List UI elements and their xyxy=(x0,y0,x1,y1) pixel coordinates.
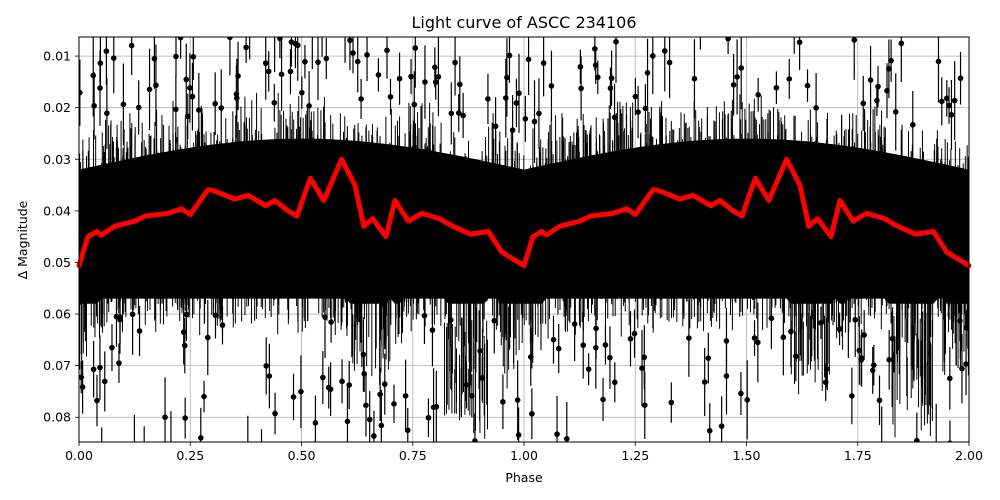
x-tick-label: 0.25 xyxy=(176,448,204,463)
y-tick-label: 0.08 xyxy=(43,410,71,425)
x-tick-label: 1.25 xyxy=(621,448,649,463)
model-curve xyxy=(76,156,972,269)
y-tick-label: 0.02 xyxy=(43,100,71,115)
observations-scatter xyxy=(79,92,969,439)
x-tick-label: 2.00 xyxy=(955,448,983,463)
x-tick-label: 0.50 xyxy=(288,448,316,463)
x-tick-label: 0.00 xyxy=(65,448,93,463)
y-tick-label: 0.07 xyxy=(43,358,71,373)
y-tick-label: 0.03 xyxy=(43,152,71,167)
y-tick-label: 0.04 xyxy=(43,203,71,218)
x-tick-label: 0.75 xyxy=(399,448,427,463)
y-tick-label: 0.05 xyxy=(43,255,71,270)
x-axis-label: Phase xyxy=(505,470,543,485)
y-axis-label: Δ Magnitude xyxy=(15,200,30,279)
y-axis-ticks: 0.01 0.02 0.03 0.04 0.05 0.06 0.07 0.08 xyxy=(43,49,79,425)
x-axis-ticks: 0.00 0.25 0.50 0.75 1.00 1.25 1.50 1.75 2.00 xyxy=(65,442,983,463)
y-tick-label: 0.06 xyxy=(43,307,71,322)
y-tick-label: 0.01 xyxy=(43,49,71,64)
binned-model-line xyxy=(76,156,972,269)
x-tick-label: 1.50 xyxy=(733,448,761,463)
x-tick-label: 1.00 xyxy=(510,448,538,463)
x-tick-label: 1.75 xyxy=(844,448,872,463)
chart-title: Light curve of ASCC 234106 xyxy=(411,13,636,32)
observation-points xyxy=(79,37,969,442)
